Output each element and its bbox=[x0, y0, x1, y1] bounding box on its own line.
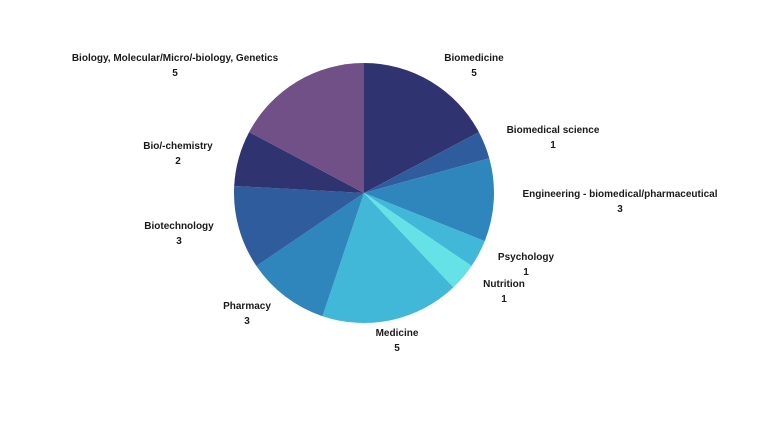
slice-label-value: 1 bbox=[501, 294, 507, 305]
slice-label-value: 3 bbox=[617, 204, 623, 215]
slice-label: Biology, Molecular/Micro/-biology, Genet… bbox=[72, 51, 278, 81]
slice-label-name: Nutrition bbox=[483, 279, 525, 290]
slice-label: Pharmacy 3 bbox=[223, 299, 271, 329]
pie-slice-biomedical-science bbox=[364, 132, 490, 193]
slice-label: Biomedicine 5 bbox=[444, 51, 503, 81]
pie-slice-biotechnology bbox=[233, 185, 364, 266]
slice-label-name: Psychology bbox=[497, 252, 555, 263]
slice-label: Psychology 1 bbox=[498, 250, 554, 280]
slice-label-name: Pharmacy bbox=[223, 301, 271, 312]
pie-slice-pharmacy bbox=[256, 193, 364, 317]
slice-label-value: 5 bbox=[394, 343, 400, 354]
pie-slice-medicine bbox=[322, 193, 454, 323]
slice-label-name: Engineering - biomedical/pharmaceutical bbox=[522, 189, 718, 200]
slice-label: Nutrition 1 bbox=[483, 277, 525, 307]
slice-label-value: 5 bbox=[172, 68, 178, 79]
pie-slice-biomedicine bbox=[364, 63, 479, 193]
slice-label-value: 3 bbox=[176, 236, 182, 247]
slice-label: Bio/-chemistry 2 bbox=[143, 139, 212, 169]
slice-label: Medicine 5 bbox=[376, 326, 419, 356]
slice-label-name: Bio/-chemistry bbox=[143, 141, 213, 152]
slice-label-name: Biomedical science bbox=[506, 125, 600, 136]
slice-label-name: Biotechnology bbox=[144, 221, 214, 232]
slice-label-value: 5 bbox=[471, 68, 477, 79]
pie-slice-psychology bbox=[364, 193, 485, 266]
slice-label: Biomedical science 1 bbox=[507, 123, 600, 153]
slice-label-value: 2 bbox=[175, 156, 181, 167]
slice-label: Biotechnology 3 bbox=[144, 219, 213, 249]
pie-slice-biology-molecular-micro-biology-genetics bbox=[249, 63, 364, 193]
slice-label-value: 3 bbox=[244, 316, 250, 327]
slice-label: Engineering - biomedical/pharmaceutical 3 bbox=[522, 187, 717, 217]
pie-slice-engineering-biomedical-pharmaceutical bbox=[364, 158, 495, 242]
slice-label-name: Biology, Molecular/Micro/-biology, Genet… bbox=[71, 53, 279, 64]
pie-slice-nutrition bbox=[364, 193, 472, 288]
slice-label-name: Medicine bbox=[375, 328, 419, 339]
slice-label-value: 1 bbox=[523, 267, 529, 278]
slice-label-value: 1 bbox=[550, 140, 556, 151]
slice-label-name: Biomedicine bbox=[444, 53, 504, 64]
pie-slice-bio-chemistry bbox=[234, 132, 364, 193]
